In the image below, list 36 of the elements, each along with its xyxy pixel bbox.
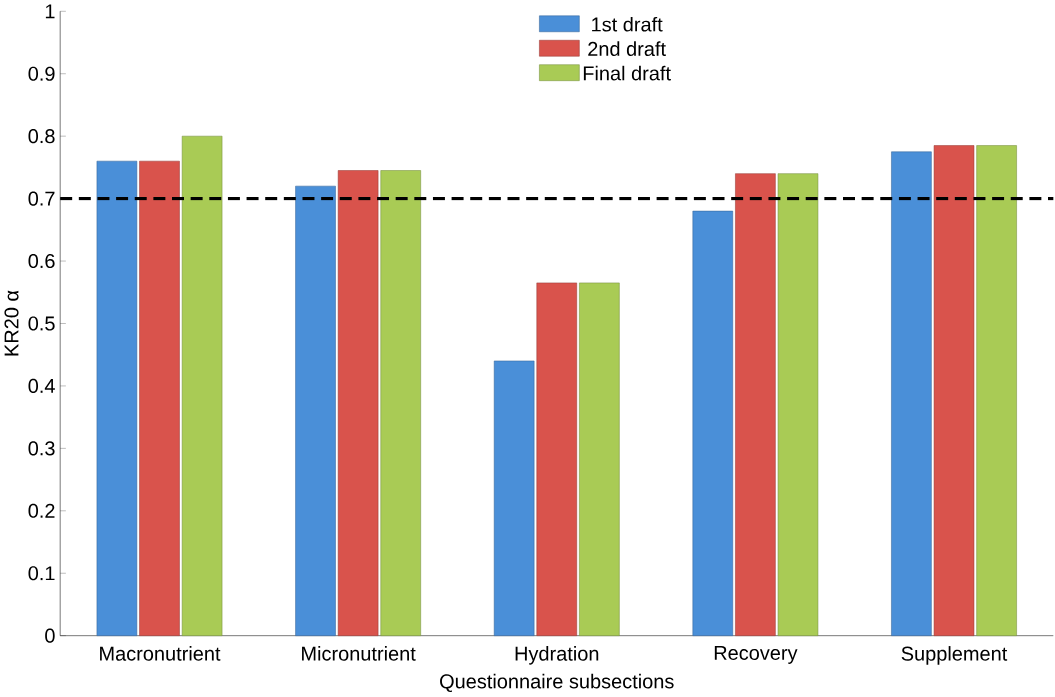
- y-tick-label: 0.3: [28, 441, 55, 456]
- y-tick-label: 0.8: [28, 129, 55, 144]
- bar: [536, 282, 577, 637]
- x-tick-label: Macronutrient: [100, 646, 221, 661]
- x-axis-title: Questionnaire subsections: [440, 674, 674, 693]
- legend-label: 2nd draft: [588, 41, 666, 57]
- x-tick-label: Supplement: [901, 646, 1008, 665]
- y-tick-label: 0: [45, 628, 55, 643]
- bar: [579, 282, 620, 637]
- bar: [181, 136, 223, 637]
- y-tick-label: 0.5: [28, 316, 55, 331]
- x-tick-label: Hydration: [515, 646, 599, 665]
- legend-label: 1st draft: [592, 17, 663, 32]
- y-axis-title: KR20 α: [4, 290, 19, 356]
- legend-label: Final draft: [583, 66, 671, 81]
- y-tick-label: 1: [45, 4, 55, 19]
- bar: [380, 170, 421, 637]
- bar: [337, 170, 379, 637]
- y-tick-label: 0.1: [28, 566, 55, 581]
- y-tick-label: 0.7: [28, 191, 55, 206]
- bar: [493, 360, 535, 637]
- bar: [692, 211, 734, 637]
- bar: [96, 161, 138, 637]
- bar: [735, 173, 776, 637]
- y-tick-label: 0.6: [28, 254, 55, 269]
- bar: [891, 151, 932, 637]
- bar: [139, 161, 180, 637]
- bar: [976, 145, 1017, 637]
- bar: [295, 186, 336, 637]
- y-tick-label: 0.4: [28, 379, 55, 394]
- y-tick-label: 0.9: [28, 66, 55, 82]
- x-tick-label: Recovery: [714, 646, 798, 665]
- y-tick-label: 0.2: [28, 503, 55, 519]
- bar: [777, 173, 819, 637]
- x-tick-label: Micronutrient: [302, 646, 416, 661]
- bar: [933, 145, 975, 637]
